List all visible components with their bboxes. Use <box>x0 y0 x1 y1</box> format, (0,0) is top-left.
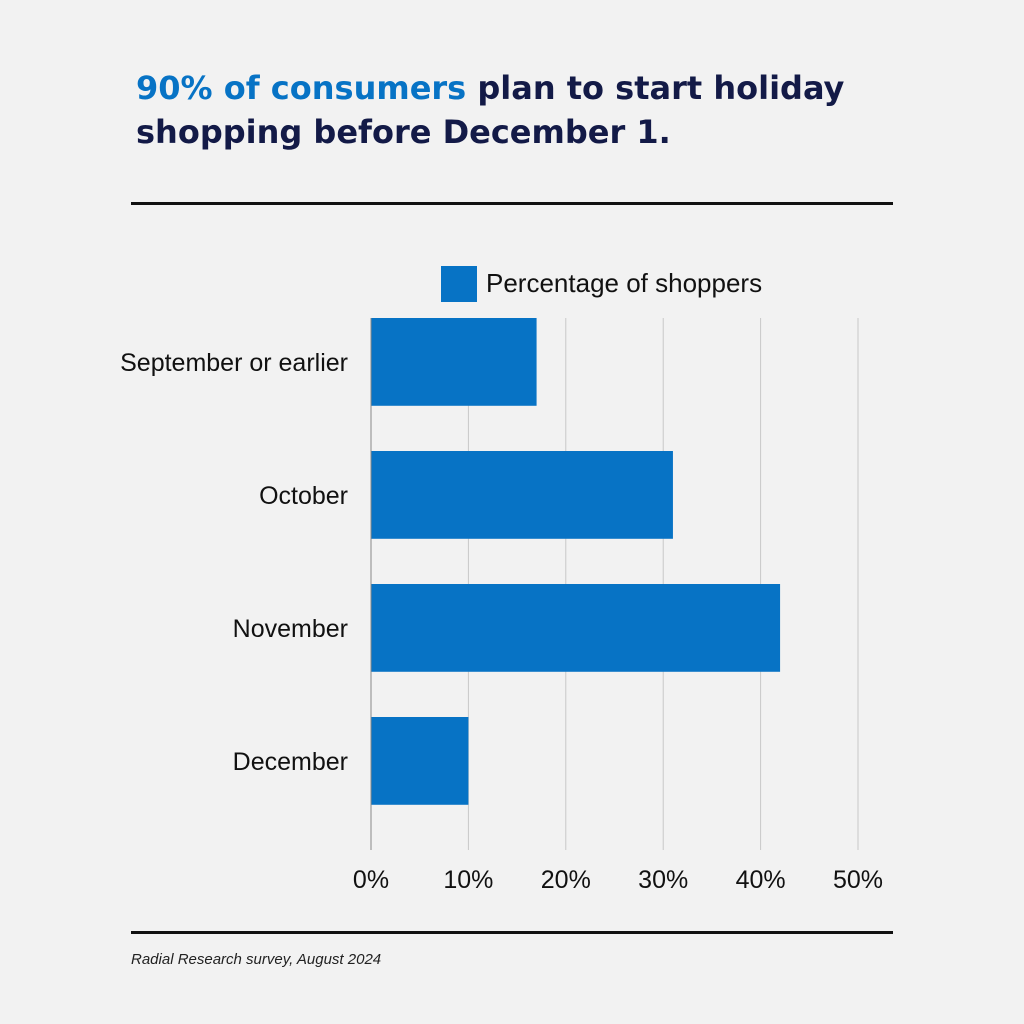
category-label: September or earlier <box>120 349 348 377</box>
bar <box>371 318 537 406</box>
bottom-divider <box>131 931 893 934</box>
legend-label: Percentage of shoppers <box>486 268 762 298</box>
bar <box>371 717 469 805</box>
top-divider <box>131 202 893 205</box>
source-note: Radial Research survey, August 2024 <box>131 951 382 968</box>
x-tick-label: 30% <box>638 866 688 894</box>
bar <box>371 584 781 672</box>
chart-headline: 90% of consumers plan to start holiday s… <box>136 66 896 154</box>
category-label: November <box>233 615 348 643</box>
x-tick-label: 10% <box>443 866 493 894</box>
x-tick-label: 20% <box>541 866 591 894</box>
category-label: October <box>259 482 348 510</box>
bars <box>371 318 781 805</box>
legend-swatch <box>441 266 477 302</box>
x-tick-label: 50% <box>833 866 883 894</box>
bar <box>371 451 673 539</box>
x-tick-label: 40% <box>736 866 786 894</box>
category-labels: September or earlier October November Decem… <box>120 349 348 776</box>
x-tick-label: 0% <box>353 866 389 894</box>
category-label: December <box>233 748 348 776</box>
x-tick-labels: 0% 10% 20% 30% 40% 50% <box>353 866 883 894</box>
legend: Percentage of shoppers <box>441 266 762 302</box>
headline-highlight: 90% of consumers <box>136 69 467 107</box>
headline-rest: plan to start holiday shopping before De… <box>136 69 845 151</box>
